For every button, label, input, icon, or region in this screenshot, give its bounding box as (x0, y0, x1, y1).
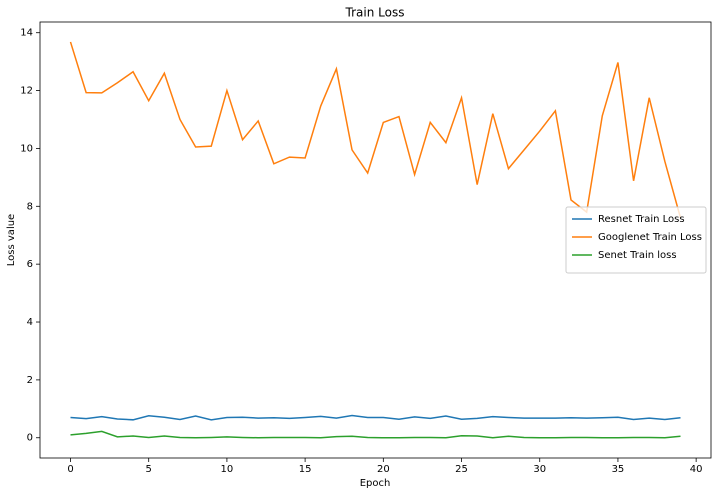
y-tick-label: 6 (27, 259, 33, 270)
x-tick-label: 10 (221, 464, 234, 475)
legend-label: Googlenet Train Loss (598, 232, 702, 243)
x-tick-label: 20 (377, 464, 390, 475)
x-tick-label: 30 (533, 464, 546, 475)
y-tick-label: 0 (27, 433, 33, 444)
y-tick-label: 8 (27, 201, 33, 212)
y-tick-label: 2 (27, 375, 33, 386)
line-series (69, 41, 682, 219)
y-tick-label: 14 (20, 28, 33, 39)
x-tick-label: 35 (612, 464, 625, 475)
legend-label: Resnet Train Loss (598, 214, 685, 225)
x-tick-label: 25 (455, 464, 468, 475)
legend-box (565, 206, 707, 274)
x-tick-label: 0 (67, 464, 73, 475)
y-tick-label: 4 (27, 317, 33, 328)
line-series (70, 430, 681, 439)
x-tick-label: 40 (690, 464, 703, 475)
legend-label: Senet Train loss (598, 250, 677, 261)
x-axis-label: Epoch (360, 478, 391, 489)
y-axis-label: Loss value (6, 214, 17, 266)
x-tick-label: 15 (299, 464, 312, 475)
axes-frame (39, 21, 712, 459)
x-tick-label: 5 (146, 464, 152, 475)
chart-title: Train Loss (345, 6, 405, 20)
line-series (70, 414, 681, 421)
y-tick-label: 12 (20, 86, 33, 97)
y-tick-label: 10 (20, 143, 33, 154)
